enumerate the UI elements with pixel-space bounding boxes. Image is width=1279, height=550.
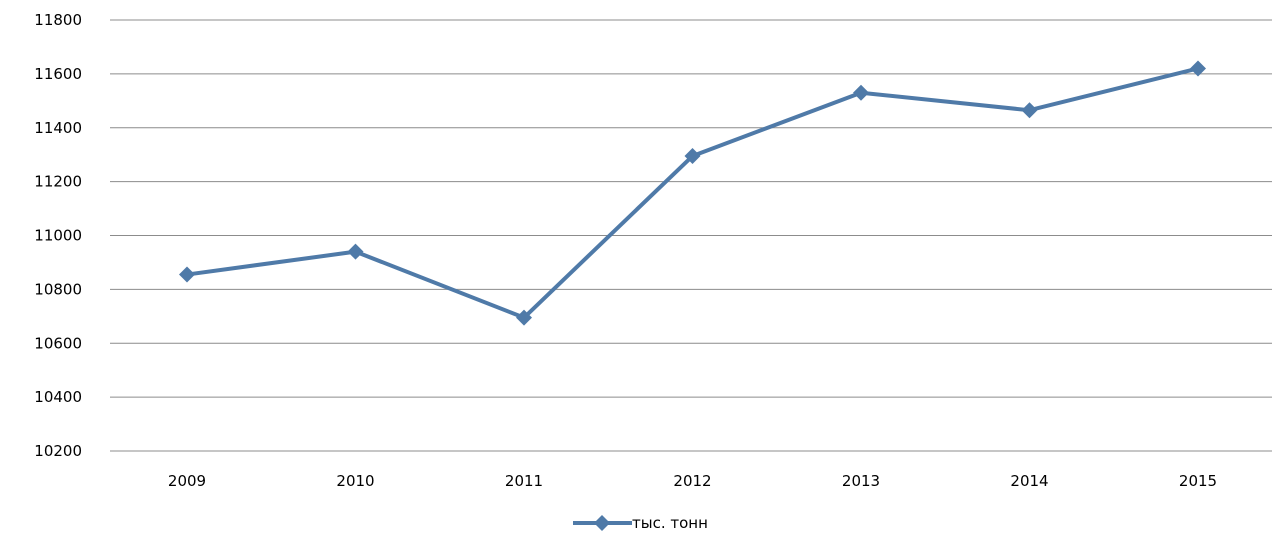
x-tick-label: 2015: [1179, 472, 1217, 490]
y-tick-label: 11200: [34, 173, 82, 191]
y-tick-label: 11800: [34, 11, 82, 29]
x-tick-label: 2009: [168, 472, 206, 490]
series-layer: [179, 60, 1206, 326]
y-tick-label: 11600: [34, 65, 82, 83]
y-tick-label: 10200: [34, 442, 82, 460]
x-tick-label: 2010: [336, 472, 374, 490]
data-point-marker: [347, 243, 364, 260]
y-tick-label: 10600: [34, 334, 82, 352]
x-tick-label: 2013: [842, 472, 880, 490]
x-axis: 2009 2010 2011 2012 2013 2014 2015: [168, 472, 1217, 490]
x-tick-label: 2011: [505, 472, 543, 490]
x-tick-label: 2014: [1010, 472, 1048, 490]
legend-label: тыс. тонн: [632, 514, 708, 532]
data-point-marker: [684, 148, 701, 165]
data-point-marker: [853, 84, 869, 101]
series-line: [186, 66, 1199, 320]
legend: тыс. тонн: [573, 514, 708, 532]
x-tick-label: 2012: [673, 472, 711, 490]
y-tick-label: 11400: [34, 119, 82, 137]
y-tick-label: 11000: [34, 227, 82, 245]
data-point-marker: [516, 309, 532, 326]
gridlines: [110, 19, 1272, 452]
y-tick-label: 10800: [34, 280, 82, 298]
legend-diamond-icon: [594, 515, 610, 531]
y-axis: 10200 10400 10600 10800 11000 11200 11400 11600…: [34, 11, 82, 460]
data-point-marker: [1021, 102, 1038, 119]
y-tick-label: 10400: [34, 388, 82, 406]
data-point-marker: [1190, 60, 1206, 77]
data-point-marker: [179, 266, 195, 283]
